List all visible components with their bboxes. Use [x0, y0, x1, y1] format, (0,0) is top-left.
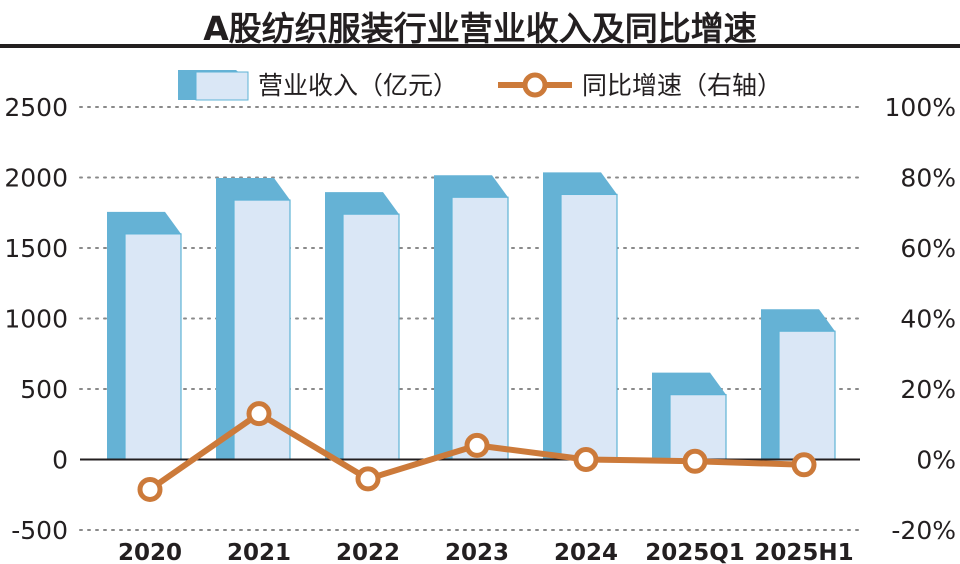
growth-point-2024	[573, 447, 599, 472]
legend-growth-swatch	[498, 72, 572, 98]
x-tick-label: 2025H1	[754, 540, 853, 564]
right-tick-label: 100%	[885, 93, 956, 122]
x-tick-label: 2022	[336, 540, 400, 564]
bar-2023	[434, 175, 509, 461]
chart-title: A股纺织服装行业营业收入及同比增速	[203, 9, 757, 48]
growth-point-2025H1	[791, 452, 817, 478]
left-tick-label: 1000	[4, 305, 68, 334]
bar-2025Q1	[652, 372, 727, 461]
bar-2025H1	[761, 309, 836, 461]
bar-front	[669, 394, 727, 461]
growth-point-2023	[464, 432, 490, 458]
legend-revenue-swatch	[178, 70, 249, 101]
gridlines	[79, 106, 861, 531]
right-tick-label: 40%	[900, 305, 956, 334]
bar-front	[560, 193, 618, 461]
bar-2024	[543, 172, 618, 461]
bar-front	[451, 196, 509, 461]
legend: 营业收入（亿元） 同比增速（右轴）	[178, 70, 782, 101]
growth-line-series	[137, 401, 817, 502]
right-tick-label: -20%	[891, 516, 956, 545]
left-tick-label: 1500	[4, 234, 68, 263]
x-axis-ticks: 2020 2021 2022 2023 2024 2025Q1 2025H1	[118, 540, 854, 564]
x-tick-label: 2024	[554, 540, 618, 564]
growth-point-2025Q1	[682, 448, 708, 474]
legend-revenue-label: 营业收入（亿元）	[258, 71, 458, 100]
growth-point-2022	[355, 466, 381, 492]
left-tick-label: 0	[52, 446, 68, 475]
bar-front	[342, 213, 400, 461]
bar-2020	[107, 211, 182, 461]
left-tick-label: 2000	[4, 164, 68, 193]
right-tick-label: 80%	[900, 164, 956, 193]
left-tick-label: 2500	[4, 93, 68, 122]
left-axis-ticks: 2500 2000 1500 1000 500 0 -500	[4, 93, 68, 545]
x-tick-label: 2021	[227, 540, 291, 564]
x-tick-label: 2025Q1	[645, 540, 745, 564]
right-tick-label: 20%	[900, 375, 956, 404]
legend-growth-label: 同比增速（右轴）	[582, 71, 782, 100]
title-underline	[0, 44, 960, 48]
growth-point-2020	[137, 476, 163, 502]
bar-2021	[216, 178, 291, 461]
bar-front	[778, 330, 836, 461]
right-axis-ticks: 100% 80% 60% 40% 20% 0% -20%	[885, 93, 956, 545]
bar-front	[124, 233, 182, 461]
bar-2022	[325, 192, 400, 461]
right-tick-label: 0%	[916, 446, 956, 475]
growth-point-2021	[246, 401, 272, 427]
left-tick-label: 500	[20, 375, 68, 404]
x-tick-label: 2023	[445, 540, 509, 564]
bar-series	[107, 172, 836, 461]
right-tick-label: 60%	[900, 234, 956, 263]
left-tick-label: -500	[11, 516, 68, 545]
x-tick-label: 2020	[118, 540, 182, 564]
